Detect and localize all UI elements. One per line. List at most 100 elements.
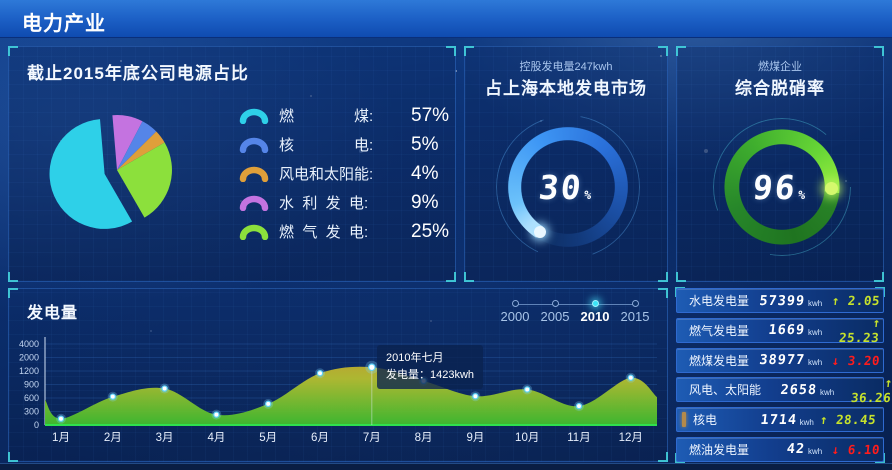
legend-value: 4% [411,162,439,184]
market-share-value: 30% [465,168,667,207]
stat-label: 燃气发电量 [689,323,750,338]
year-option-2000[interactable]: 2000 [495,294,535,324]
legend-label: 燃 气 发 电: [279,224,369,241]
tooltip-line2: 发电量：1423kwh [386,369,475,382]
year-label: 2005 [540,309,570,324]
pie-slice-1[interactable] [117,121,157,170]
pie-slice-2[interactable] [117,131,165,171]
stat-row-0: 水电发电量 57399 kwh ↑ 2.05 [676,288,884,313]
y-tick-label: 0 [34,420,39,430]
x-tick-label: 7月 [363,432,381,444]
gauge-progress-cap [825,182,838,195]
year-label: 2015 [620,309,650,324]
stat-change-down: ↓ 6.10 [831,441,882,457]
legend-item-1[interactable]: 核 电: 5% [239,130,449,159]
stat-label: 风电、太阳能 [689,383,762,398]
tooltip-line1: 2010年七月 [386,352,444,364]
chart-point-11月[interactable] [575,402,583,410]
stat-row-3: 风电、太阳能 2658 kwh ↑ 36.26 [676,375,892,405]
stat-unit: kwh [808,358,823,368]
x-tick-label: 11月 [567,432,590,444]
pie-slice-4[interactable] [117,142,172,218]
x-tick-label: 1月 [52,432,70,444]
year-option-2005[interactable]: 2005 [535,294,575,324]
stat-row-5: 燃油发电量 42 kwh ↓ 6.10 [676,436,884,462]
year-dot[interactable] [631,300,639,307]
stat-unit: kwh [808,298,823,308]
chart-point-10月[interactable] [524,386,531,393]
denitration-title: 综合脱硝率 [735,79,825,98]
year-dot[interactable] [511,300,519,307]
chart-point-5月[interactable] [265,400,272,408]
legend-item-4[interactable]: 燃 气 发 电: 25% [239,217,449,246]
y-tick-label: 2000 [19,353,39,363]
stat-change-up: ↑ 25.23 [838,315,882,346]
market-share-number: 30 [536,168,585,207]
stat-label: 燃煤发电量 [689,353,750,368]
stat-change-up: ↑ 28.45 [819,412,877,428]
page-header: 电力产业 [0,0,892,38]
market-share-panel: 控股发电量247kwh 占上海本地发电市场 30% [464,46,668,282]
pie-slice-3[interactable] [112,115,143,170]
power-mix-panel: 截止2015年底公司电源占比 燃 煤: 57% 核 电: 5% 风电和太阳能: 4% 水 利… [8,46,456,282]
x-tick-label: 6月 [311,432,329,444]
legend-label: 风电和太阳能: [279,166,374,183]
pie-legend: 燃 煤: 57% 核 电: 5% 风电和太阳能: 4% 水 利 发 电: 9% 燃 气 发 电:… [239,101,449,246]
stat-unit: kwh [808,328,823,338]
stat-row-4: 核电 1714 kwh ↑ 28.45 [676,407,884,433]
stat-label: 水电发电量 [689,294,750,308]
year-label: 2010 [580,309,610,324]
legend-item-2[interactable]: 风电和太阳能: 4% [239,159,449,188]
stat-row-1: 燃气发电量 1669 kwh ↑ 25.23 [676,315,884,346]
stat-change-up: ↑ 36.26 [850,374,892,405]
chart-point-2月[interactable] [109,393,117,400]
legend-value: 57% [411,104,450,126]
y-tick-label: 1200 [19,366,39,376]
stat-label: 燃油发电量 [689,442,750,457]
gauge-decor-arc [713,118,851,256]
chart-point-6月[interactable] [316,370,324,377]
x-tick-label: 12月 [619,432,643,444]
generation-panel: 发电量 2000 2005 2010 2015 0 300 600 900 1200 2000 4… [8,288,668,462]
y-tick-label: 4000 [19,339,39,349]
chart-point-3月[interactable] [161,385,168,392]
legend-arc-icon [239,224,269,240]
legend-value: 9% [411,191,439,213]
year-option-2010[interactable]: 2010 [575,294,615,324]
legend-arc-icon [239,166,269,182]
denitration-subtitle: 燃煤企业 [758,61,802,73]
stat-unit: kwh [808,447,823,457]
percent-sign: % [583,188,595,202]
chart-point-1月[interactable] [57,415,65,422]
timeline-line [515,304,635,305]
pie-slice-0[interactable] [49,119,133,229]
page-title: 电力产业 [22,13,106,35]
legend-arc-icon [239,108,269,124]
year-dot[interactable] [551,300,559,307]
generation-area-chart[interactable]: 0 300 600 900 1200 2000 4000 1月 2月 3月 4月 5月 6月 7月 8月 9月… [9,289,669,463]
power-mix-pie-chart[interactable] [9,47,245,283]
chart-point-4月[interactable] [213,411,220,418]
x-tick-label: 10月 [515,432,539,444]
x-tick-label: 5月 [259,432,277,444]
year-label: 2000 [500,309,530,324]
market-share-title: 占上海本地发电市场 [485,79,647,98]
y-tick-label: 900 [24,380,39,390]
chart-point-7月[interactable] [367,363,376,372]
year-dot[interactable] [591,300,599,307]
year-timeline: 2000 2005 2010 2015 [495,294,655,324]
power-mix-title: 截止2015年底公司电源占比 [27,64,249,83]
chart-point-9月[interactable] [472,392,479,400]
chart-point-12月[interactable] [627,374,635,381]
x-tick-label: 3月 [156,432,174,444]
legend-item-0[interactable]: 燃 煤: 57% [239,101,449,130]
legend-item-3[interactable]: 水 利 发 电: 9% [239,188,449,217]
stat-unit: kwh [820,387,835,397]
chart-tooltip: 2010年七月 发电量：1423kwh [377,345,484,390]
year-option-2015[interactable]: 2015 [615,294,655,324]
bottom-strip [0,463,892,470]
legend-arc-icon [239,195,269,211]
x-tick-label: 8月 [415,432,433,444]
x-tick-label: 2月 [104,432,122,444]
generation-stats-panel: 水电发电量 57399 kwh ↑ 2.05 燃气发电量 1669 kwh ↑ 25.23 燃煤… [675,287,892,463]
